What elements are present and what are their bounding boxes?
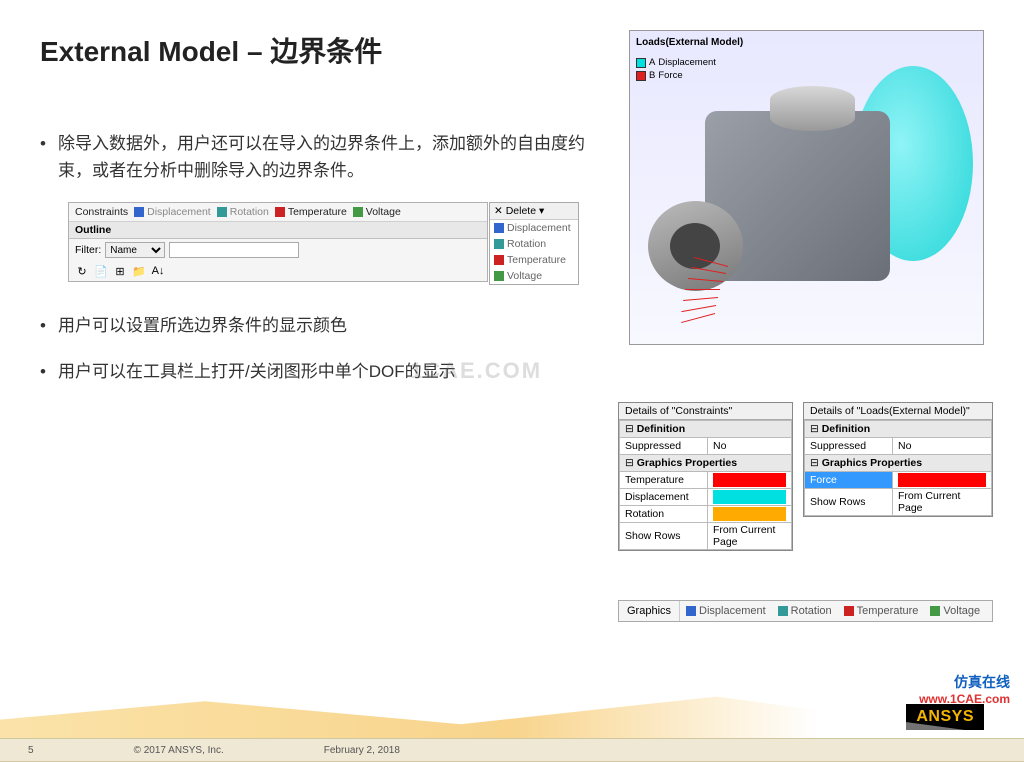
temperature-toggle[interactable]: Temperature	[275, 206, 347, 218]
d2-show-rows[interactable]: From Current Page	[893, 489, 992, 516]
filter-select[interactable]: Name	[105, 242, 165, 258]
folder-icon[interactable]: 📁	[132, 264, 146, 278]
dd-temperature[interactable]: Temperature	[490, 252, 578, 268]
expand-icon[interactable]: ⊞	[113, 264, 127, 278]
copyright: © 2017 ANSYS, Inc.	[134, 745, 224, 756]
details-loads: Details of "Loads(External Model)" Defin…	[803, 402, 993, 517]
filter-label: Filter:	[75, 244, 101, 256]
details1-header: Details of "Constraints"	[619, 403, 792, 420]
filter-input[interactable]	[169, 242, 299, 258]
legend-a-swatch	[636, 58, 646, 68]
model-title: Loads(External Model)	[636, 37, 743, 48]
delete-dropdown: ✕ Delete ▾ Displacement Rotation Tempera…	[489, 202, 579, 285]
force-arrows	[638, 261, 728, 321]
dd-displacement[interactable]: Displacement	[490, 220, 578, 236]
model-viewport[interactable]: Loads(External Model) A Displacement B F…	[629, 30, 984, 345]
details2-header: Details of "Loads(External Model)"	[804, 403, 992, 420]
legend-b-swatch	[636, 71, 646, 81]
watermark: 1CAE.COM	[410, 358, 542, 384]
btm-voltage[interactable]: Voltage	[924, 601, 986, 621]
d1-suppressed[interactable]: No	[708, 438, 792, 455]
dd-voltage[interactable]: Voltage	[490, 268, 578, 284]
details-constraints: Details of "Constraints" Definition Supp…	[618, 402, 793, 551]
d1-sect-gfx: Graphics Properties	[620, 455, 792, 472]
outline-icons[interactable]: ↻ 📄 ⊞ 📁 A↓	[69, 261, 487, 281]
d1-sect-def: Definition	[620, 421, 792, 438]
d1-show-rows[interactable]: From Current Page	[708, 523, 792, 550]
displacement-toggle[interactable]: Displacement	[134, 206, 211, 218]
d1-disp-color[interactable]	[708, 489, 792, 506]
page-number: 5	[28, 745, 34, 756]
rotation-toggle[interactable]: Rotation	[217, 206, 269, 218]
bullet-2: 用户可以设置所选边界条件的显示颜色	[40, 312, 600, 339]
delete-btn[interactable]: ✕ Delete ▾	[490, 203, 578, 220]
constraints-toolbar: Constraints Displacement Rotation Temper…	[68, 202, 488, 282]
d2-sect-def: Definition	[805, 421, 992, 438]
graphics-toolbar: Graphics Displacement Rotation Temperatu…	[618, 600, 993, 622]
d2-force-color[interactable]	[893, 472, 992, 489]
btm-displacement[interactable]: Displacement	[680, 601, 772, 621]
graphics-tab[interactable]: Graphics	[619, 601, 680, 621]
dd-rotation[interactable]: Rotation	[490, 236, 578, 252]
d2-suppressed[interactable]: No	[893, 438, 992, 455]
model-top-cyl	[770, 86, 855, 131]
refresh-icon[interactable]: ↻	[75, 264, 89, 278]
page-icon[interactable]: 📄	[94, 264, 108, 278]
model-legend: A Displacement B Force	[636, 57, 716, 83]
d2-sect-gfx: Graphics Properties	[805, 455, 992, 472]
outline-header: Outline	[69, 222, 487, 239]
footer: 5 © 2017 ANSYS, Inc. February 2, 2018	[0, 692, 1024, 762]
btm-temperature[interactable]: Temperature	[838, 601, 925, 621]
bullet-1: 除导入数据外，用户还可以在导入的边界条件上，添加额外的自由度约束，或者在分析中删…	[40, 130, 600, 184]
constraints-btn[interactable]: Constraints	[75, 206, 128, 218]
sort-icon[interactable]: A↓	[151, 264, 165, 278]
d1-temp-color[interactable]	[708, 472, 792, 489]
date: February 2, 2018	[324, 745, 400, 756]
voltage-toggle[interactable]: Voltage	[353, 206, 401, 218]
btm-rotation[interactable]: Rotation	[772, 601, 838, 621]
d1-rot-color[interactable]	[708, 506, 792, 523]
